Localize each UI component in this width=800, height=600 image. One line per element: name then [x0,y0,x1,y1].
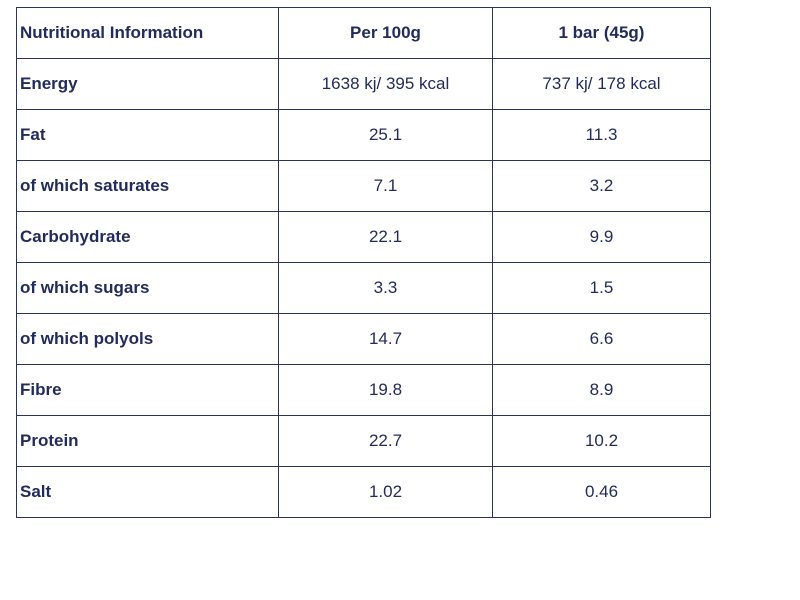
table-header-row: Nutritional Information Per 100g 1 bar (… [16,7,711,59]
row-label: Carbohydrate [16,211,279,263]
row-value-per-bar: 8.9 [492,364,711,416]
row-value-per-100g: 7.1 [278,160,493,212]
table-row: Energy 1638 kj/ 395 kcal 737 kj/ 178 kca… [16,58,711,110]
row-value-per-bar: 11.3 [492,109,711,161]
row-value-per-bar: 0.46 [492,466,711,518]
table-row: Fat 25.1 11.3 [16,109,711,161]
row-value-per-100g: 1638 kj/ 395 kcal [278,58,493,110]
row-value-per-100g: 14.7 [278,313,493,365]
row-value-per-100g: 1.02 [278,466,493,518]
row-value-per-100g: 22.1 [278,211,493,263]
row-value-per-bar: 3.2 [492,160,711,212]
table-row: Salt 1.02 0.46 [16,466,711,518]
row-value-per-bar: 9.9 [492,211,711,263]
header-per-100g: Per 100g [278,7,493,59]
row-label: of which sugars [16,262,279,314]
row-label: Fibre [16,364,279,416]
table-row: Protein 22.7 10.2 [16,415,711,467]
header-nutritional-information: Nutritional Information [16,7,279,59]
row-value-per-100g: 19.8 [278,364,493,416]
table-row: of which polyols 14.7 6.6 [16,313,711,365]
row-label: Energy [16,58,279,110]
row-label: of which saturates [16,160,279,212]
table-row: of which saturates 7.1 3.2 [16,160,711,212]
table-row: Carbohydrate 22.1 9.9 [16,211,711,263]
row-value-per-bar: 10.2 [492,415,711,467]
row-label: Fat [16,109,279,161]
row-label: Protein [16,415,279,467]
row-label: Salt [16,466,279,518]
row-value-per-bar: 737 kj/ 178 kcal [492,58,711,110]
table-row: of which sugars 3.3 1.5 [16,262,711,314]
row-label: of which polyols [16,313,279,365]
table-row: Fibre 19.8 8.9 [16,364,711,416]
row-value-per-100g: 25.1 [278,109,493,161]
row-value-per-100g: 3.3 [278,262,493,314]
header-per-bar: 1 bar (45g) [492,7,711,59]
row-value-per-bar: 1.5 [492,262,711,314]
row-value-per-bar: 6.6 [492,313,711,365]
row-value-per-100g: 22.7 [278,415,493,467]
nutrition-table: Nutritional Information Per 100g 1 bar (… [16,7,711,518]
